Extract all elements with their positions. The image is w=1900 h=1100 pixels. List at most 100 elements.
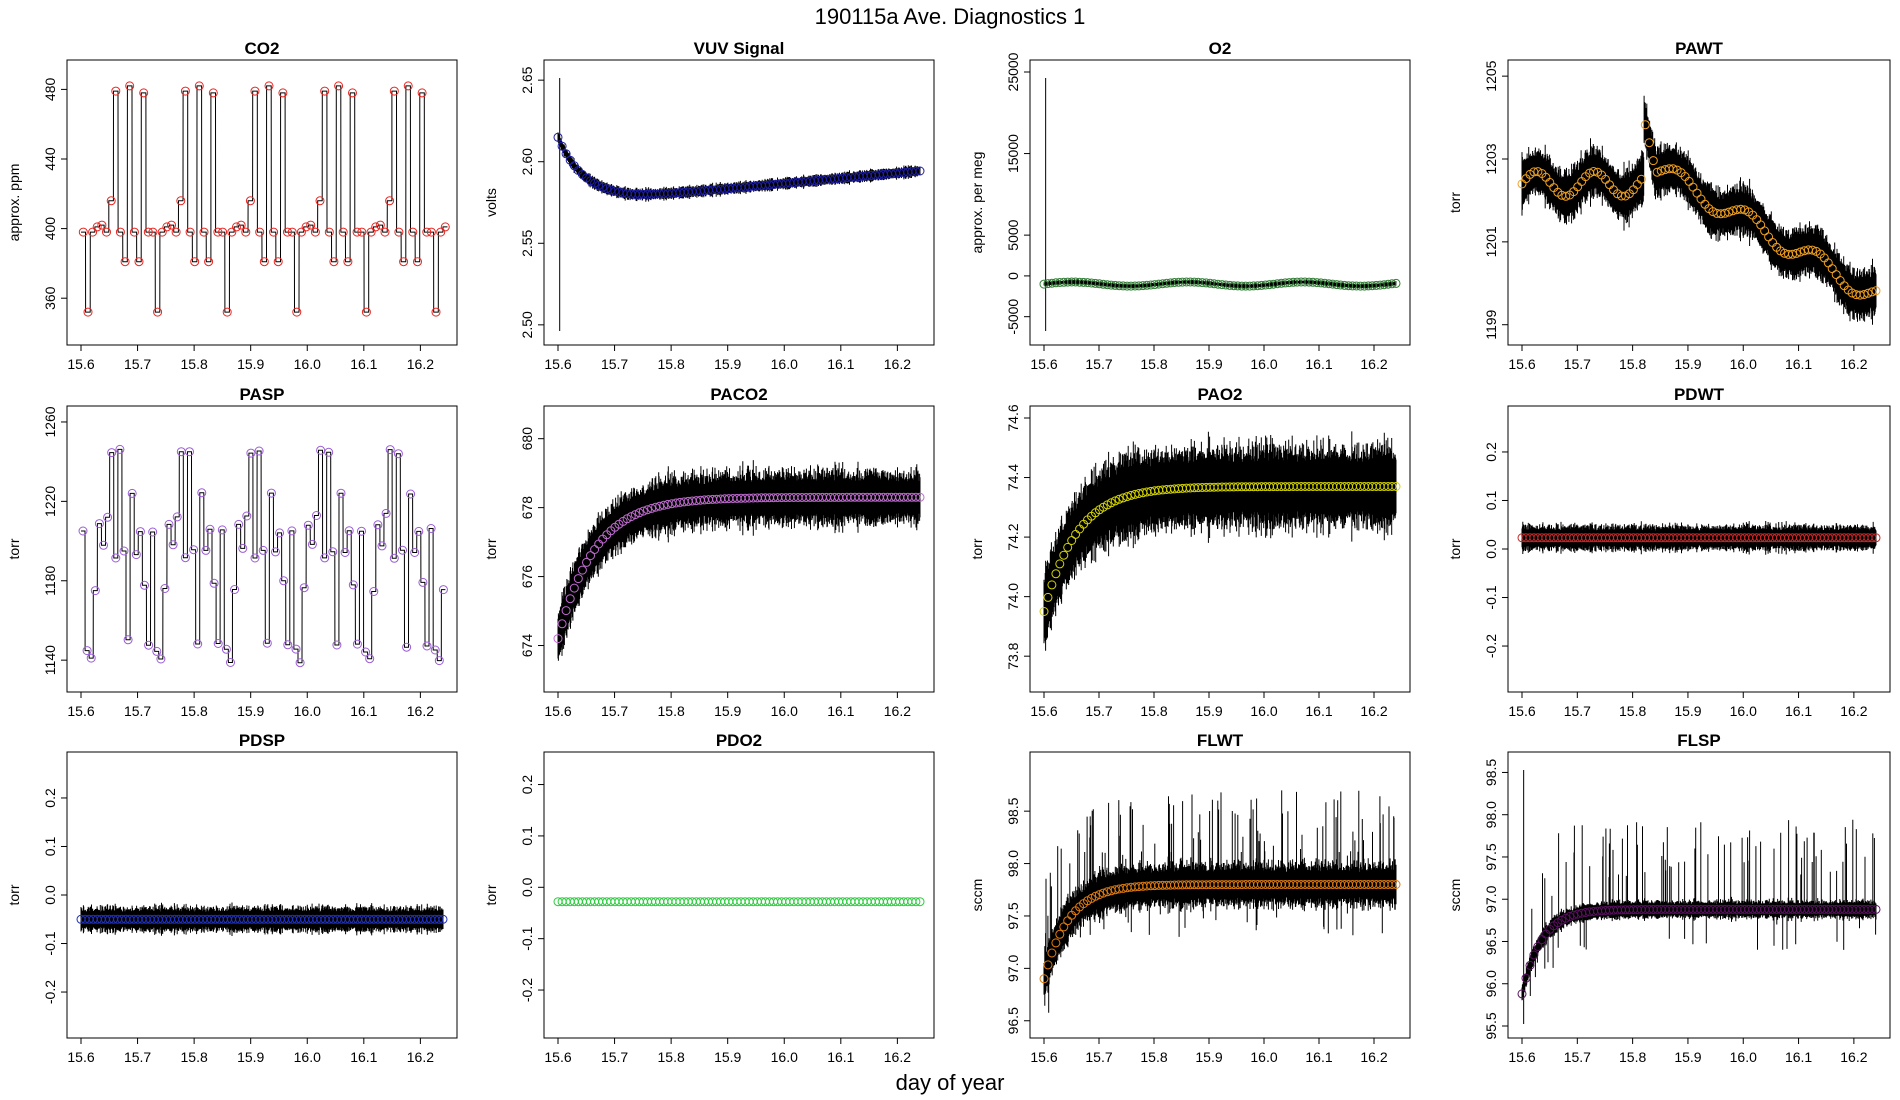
x-tick-label: 15.6	[1508, 703, 1535, 719]
chart-panel-flwt: FLWT 15.6 15.7 15.8 15.9 16.0 16.1 16.2 96.5 97.0…	[969, 731, 1411, 1065]
data-point	[393, 449, 403, 459]
y-axis-label: torr	[969, 538, 985, 559]
data-point	[348, 88, 357, 98]
y-tick-label: 1180	[42, 565, 58, 595]
data-point	[94, 519, 104, 529]
data-point	[185, 447, 194, 457]
y-tick-label: 98.0	[1005, 850, 1021, 877]
plot-frame	[66, 751, 458, 1039]
series-trace	[80, 902, 444, 936]
data-point	[269, 227, 279, 237]
data-point	[430, 645, 440, 655]
x-tick-label: 15.7	[124, 356, 151, 372]
y-axis-label: torr	[1447, 192, 1463, 213]
y-tick-label: 96.5	[1005, 1007, 1021, 1034]
x-tick-label: 15.8	[181, 356, 208, 372]
data-point	[127, 488, 137, 498]
x-tick-label: 15.9	[237, 1049, 264, 1065]
x-tick-label: 15.8	[1140, 356, 1167, 372]
data-point	[357, 526, 366, 536]
x-tick-label: 16.0	[1250, 1049, 1277, 1065]
chart-title: PAWT	[1675, 39, 1723, 58]
x-tick-label: 16.1	[1305, 356, 1332, 372]
x-tick-label: 15.9	[1195, 356, 1222, 372]
data-point	[431, 307, 441, 317]
data-point	[1051, 569, 1061, 579]
data-point	[134, 257, 144, 267]
data-point	[131, 550, 141, 560]
data-point	[320, 553, 330, 563]
data-point	[176, 196, 186, 206]
x-tick-label: 15.6	[1030, 1049, 1057, 1065]
data-point	[1391, 482, 1401, 491]
y-tick-label: 74.4	[1005, 464, 1021, 491]
data-point	[557, 141, 567, 151]
y-axis-label: torr	[483, 884, 499, 905]
series-line	[81, 448, 446, 664]
data-point	[348, 580, 358, 590]
data-point	[329, 257, 339, 267]
data-point	[398, 545, 407, 555]
data-point	[264, 81, 274, 91]
y-tick-label: 74.0	[1005, 583, 1021, 610]
x-tick-label: 15.6	[544, 1049, 571, 1065]
x-tick-label: 15.8	[1619, 1049, 1646, 1065]
data-point	[373, 520, 383, 530]
data-point	[1051, 938, 1061, 948]
y-tick-label: 0.2	[42, 788, 58, 808]
chart-panel-pdsp: PDSP 15.6 15.7 15.8 15.9 16.0 16.1 16.2 -0.2 -0.1…	[6, 731, 458, 1065]
data-point	[328, 547, 338, 557]
chart-title: FLWT	[1197, 731, 1244, 750]
x-tick-label: 16.0	[294, 356, 321, 372]
data-point	[303, 520, 313, 530]
x-tick-label: 16.2	[1840, 1049, 1867, 1065]
data-point	[1063, 542, 1073, 552]
x-tick-label: 15.9	[237, 356, 264, 372]
data-point	[1640, 120, 1650, 130]
data-point	[111, 553, 121, 563]
data-point	[573, 574, 583, 584]
data-point	[1847, 288, 1857, 298]
y-tick-label: 15000	[1005, 134, 1021, 173]
chart-panel-pdwt: PDWT 15.6 15.7 15.8 15.9 16.0 16.1 16.2 -0.2 -0.1…	[1447, 385, 1891, 719]
data-point	[417, 88, 427, 98]
data-point	[565, 594, 575, 604]
data-point	[332, 640, 342, 650]
y-axis-label: approx. per meg	[969, 152, 985, 254]
y-axis-label: torr	[483, 538, 499, 559]
data-point	[227, 227, 237, 237]
data-point	[78, 526, 88, 536]
data-point	[357, 227, 367, 237]
chart-panel-o2: O2 15.6 15.7 15.8 15.9 16.0 16.1 16.2 -5000 0 5000…	[969, 39, 1411, 372]
data-point	[553, 132, 563, 142]
y-tick-label: 74.2	[1005, 523, 1021, 550]
data-point	[283, 640, 293, 650]
series-trace	[557, 78, 921, 331]
data-point	[1867, 904, 1877, 914]
y-tick-label: 74.6	[1005, 404, 1021, 431]
y-tick-label: 96.0	[1483, 970, 1499, 997]
data-point	[375, 220, 385, 230]
data-point	[1059, 550, 1069, 560]
x-tick-label: 15.7	[1564, 356, 1591, 372]
data-point	[1867, 533, 1877, 543]
x-tick-label: 15.9	[714, 356, 741, 372]
x-tick-label: 15.8	[658, 703, 685, 719]
data-point	[1106, 498, 1116, 508]
data-point	[103, 512, 113, 522]
data-point	[602, 184, 612, 194]
chart-panel-pdo2: PDO2 15.6 15.7 15.8 15.9 16.0 16.1 16.2 -0.2 -0.1…	[483, 731, 935, 1065]
data-point	[403, 81, 413, 91]
x-tick-label: 15.9	[714, 703, 741, 719]
data-point	[152, 646, 162, 656]
y-tick-label: 1203	[1483, 143, 1499, 174]
data-point	[634, 508, 644, 518]
data-point	[208, 88, 218, 98]
x-tick-label: 15.8	[1140, 703, 1167, 719]
data-point	[385, 445, 395, 455]
data-point	[380, 227, 390, 237]
data-point	[336, 488, 346, 498]
data-point	[180, 553, 190, 563]
x-tick-label: 16.1	[350, 703, 377, 719]
data-point	[262, 638, 272, 648]
